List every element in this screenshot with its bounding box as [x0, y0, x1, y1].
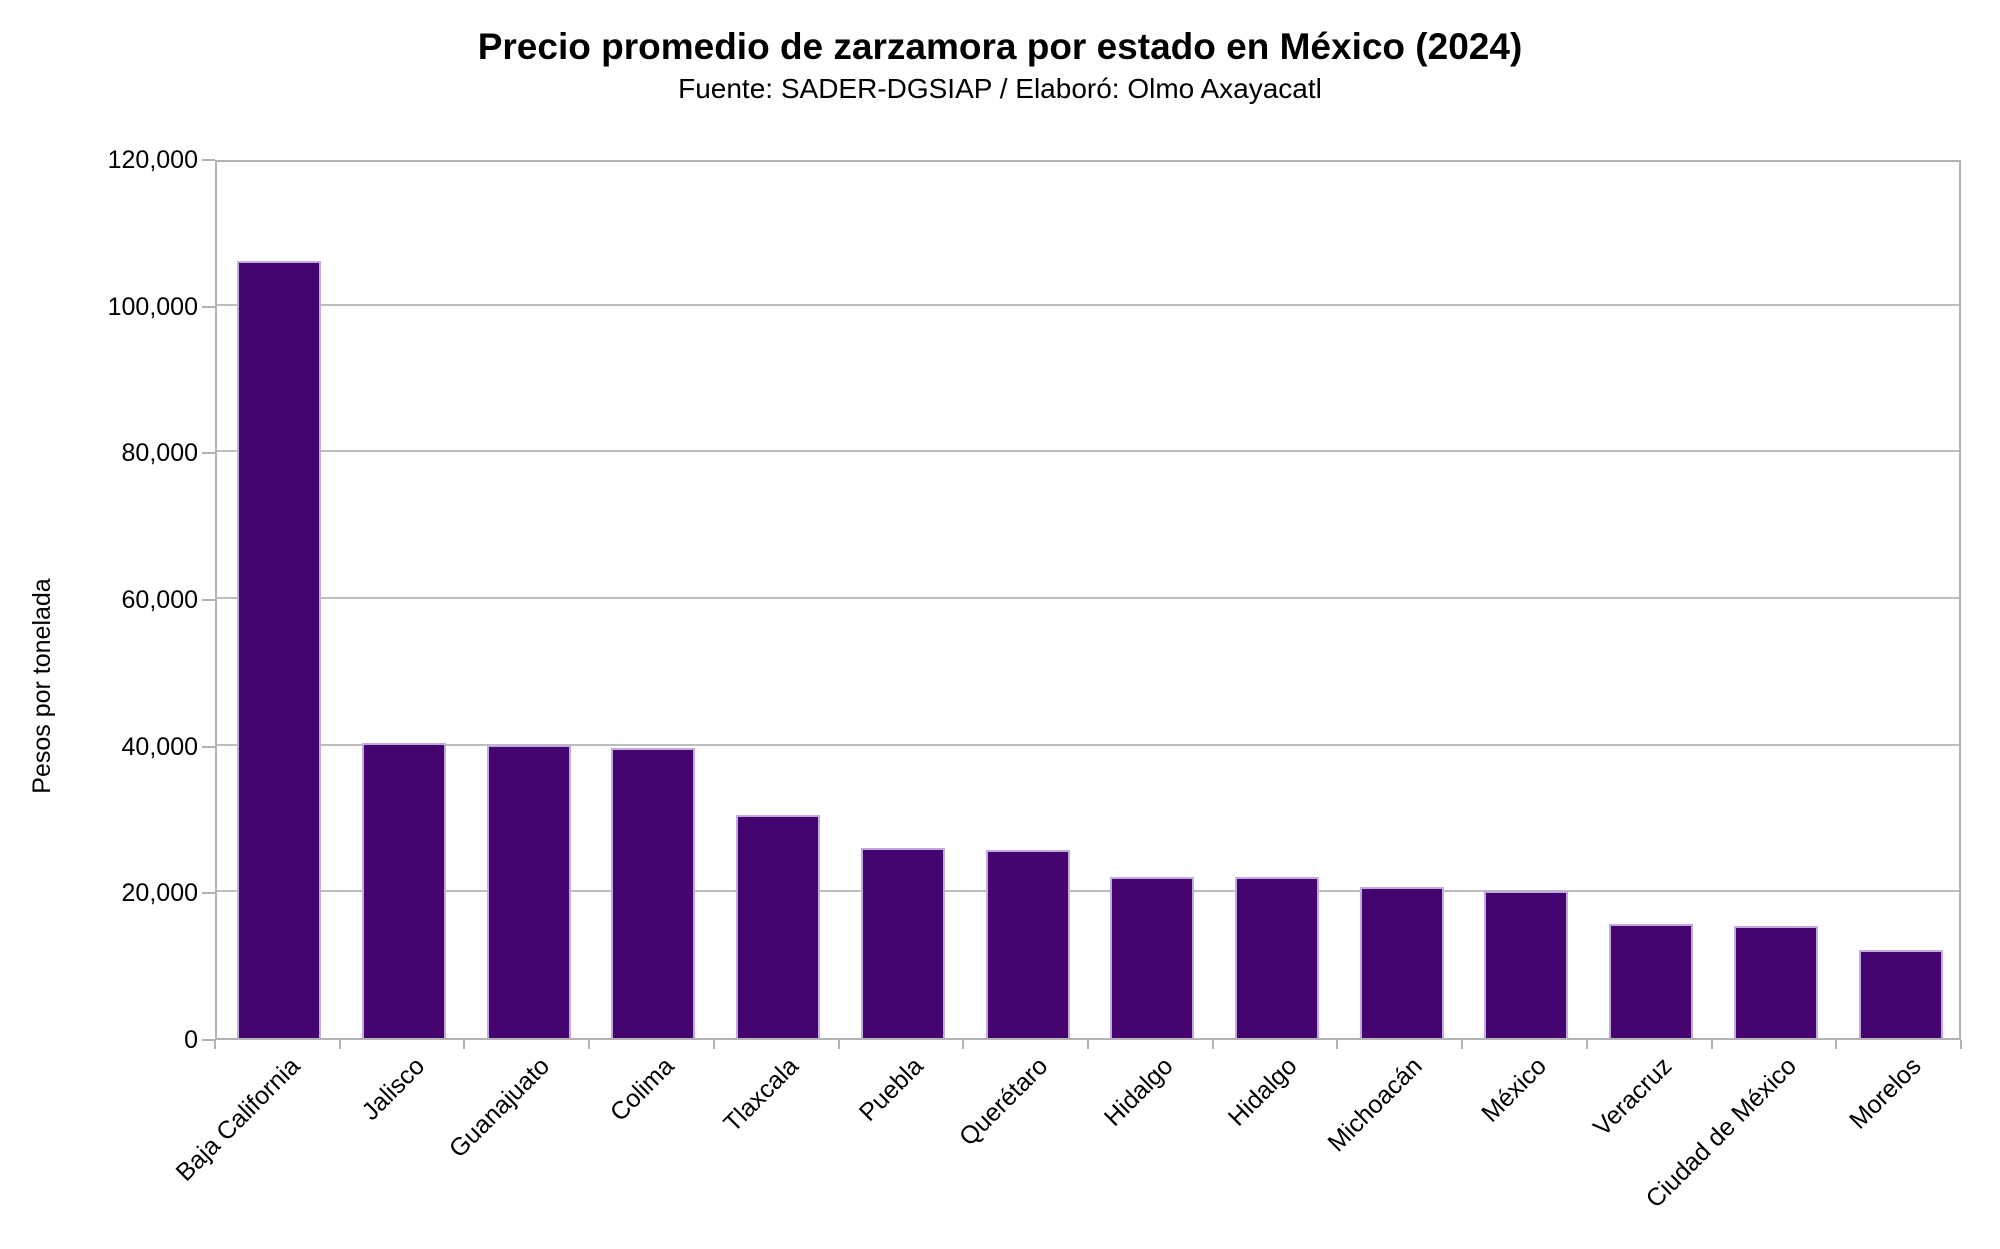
x-tick-mark — [1087, 1040, 1089, 1049]
x-category-label: México — [1476, 1052, 1553, 1128]
y-tick-label: 0 — [184, 1026, 198, 1054]
y-tick-label: 40,000 — [121, 732, 198, 761]
bar — [860, 848, 945, 1038]
gridline — [217, 890, 1959, 893]
chart-subtitle: Fuente: SADER-DGSIAP / Elaboró: Olmo Axa… — [678, 73, 1322, 104]
bar-slot — [1215, 162, 1340, 1038]
bar-slot — [716, 162, 841, 1038]
bar-slot — [841, 162, 966, 1038]
x-category-label: Hidalgo — [1223, 1052, 1303, 1132]
y-tick-mark — [202, 1039, 215, 1041]
plot-area — [215, 160, 1961, 1040]
gridline — [217, 450, 1959, 453]
x-category-label: Tlaxcala — [718, 1052, 805, 1138]
bar-slot — [1714, 162, 1839, 1038]
bar — [1110, 876, 1195, 1038]
x-tick-mark — [837, 1040, 840, 1049]
bar-slot — [342, 162, 467, 1038]
bar — [1235, 876, 1320, 1038]
x-tick-mark — [463, 1040, 466, 1049]
y-tick-mark — [202, 159, 215, 161]
x-tick-mark — [1960, 1040, 1962, 1049]
bar-slot — [591, 162, 716, 1038]
bar-slot — [1339, 162, 1464, 1038]
x-tick-mark — [712, 1040, 715, 1049]
bar-slot — [1090, 162, 1215, 1038]
x-tick-mark — [588, 1040, 591, 1049]
gridline — [217, 743, 1959, 746]
bar — [1609, 924, 1694, 1038]
y-tick-mark — [202, 892, 215, 895]
bar-slot — [965, 162, 1090, 1038]
bar — [985, 850, 1070, 1038]
x-category-label: Jalisco — [356, 1052, 430, 1126]
x-tick-mark — [214, 1040, 216, 1049]
x-tick-mark — [338, 1040, 341, 1049]
x-category-label: Hidalgo — [1098, 1052, 1179, 1132]
x-tick-mark — [1211, 1040, 1214, 1049]
gridline — [217, 597, 1959, 599]
y-tick-mark — [202, 452, 215, 455]
x-tick-mark — [1585, 1040, 1588, 1049]
chart-title: Precio promedio de zarzamora por estado … — [477, 26, 1523, 67]
x-category-label: Morelos — [1843, 1052, 1927, 1135]
bar — [611, 748, 696, 1038]
bar-slot — [1838, 162, 1963, 1038]
bar-slot — [1464, 162, 1589, 1038]
y-tick-label: 100,000 — [107, 292, 198, 321]
y-tick-label: 20,000 — [121, 879, 198, 908]
x-category-label: Baja California — [170, 1052, 306, 1187]
x-tick-mark — [1835, 1040, 1838, 1049]
x-tick-mark — [1336, 1040, 1339, 1049]
x-category-label: Colima — [604, 1052, 680, 1127]
bar-slot — [1589, 162, 1714, 1038]
x-tick-mark — [1710, 1040, 1713, 1049]
y-tick-mark — [202, 745, 215, 748]
x-tick-mark — [962, 1040, 965, 1049]
bar — [1359, 886, 1444, 1038]
bar — [1733, 925, 1818, 1038]
bar — [486, 744, 571, 1038]
bar — [736, 815, 821, 1038]
bar — [1484, 891, 1569, 1038]
x-category-label: Veracruz — [1587, 1052, 1678, 1142]
y-tick-label: 60,000 — [121, 586, 198, 614]
bar-slot — [217, 162, 342, 1038]
x-tick-mark — [1461, 1040, 1464, 1049]
y-axis-title: Pesos por tonelada — [28, 578, 56, 794]
y-tick-mark — [202, 305, 215, 308]
bar-slot — [466, 162, 591, 1038]
x-category-label: Querétaro — [954, 1052, 1054, 1152]
y-tick-label: 120,000 — [107, 146, 198, 174]
x-category-label: Puebla — [853, 1052, 929, 1127]
bar — [362, 743, 447, 1038]
y-tick-mark — [202, 599, 215, 601]
gridline — [217, 303, 1959, 306]
x-category-label: Michoacán — [1322, 1052, 1428, 1158]
y-tick-label: 80,000 — [121, 439, 198, 468]
bar — [237, 260, 322, 1038]
x-category-label: Guanajuato — [443, 1052, 555, 1164]
bar — [1858, 950, 1943, 1038]
